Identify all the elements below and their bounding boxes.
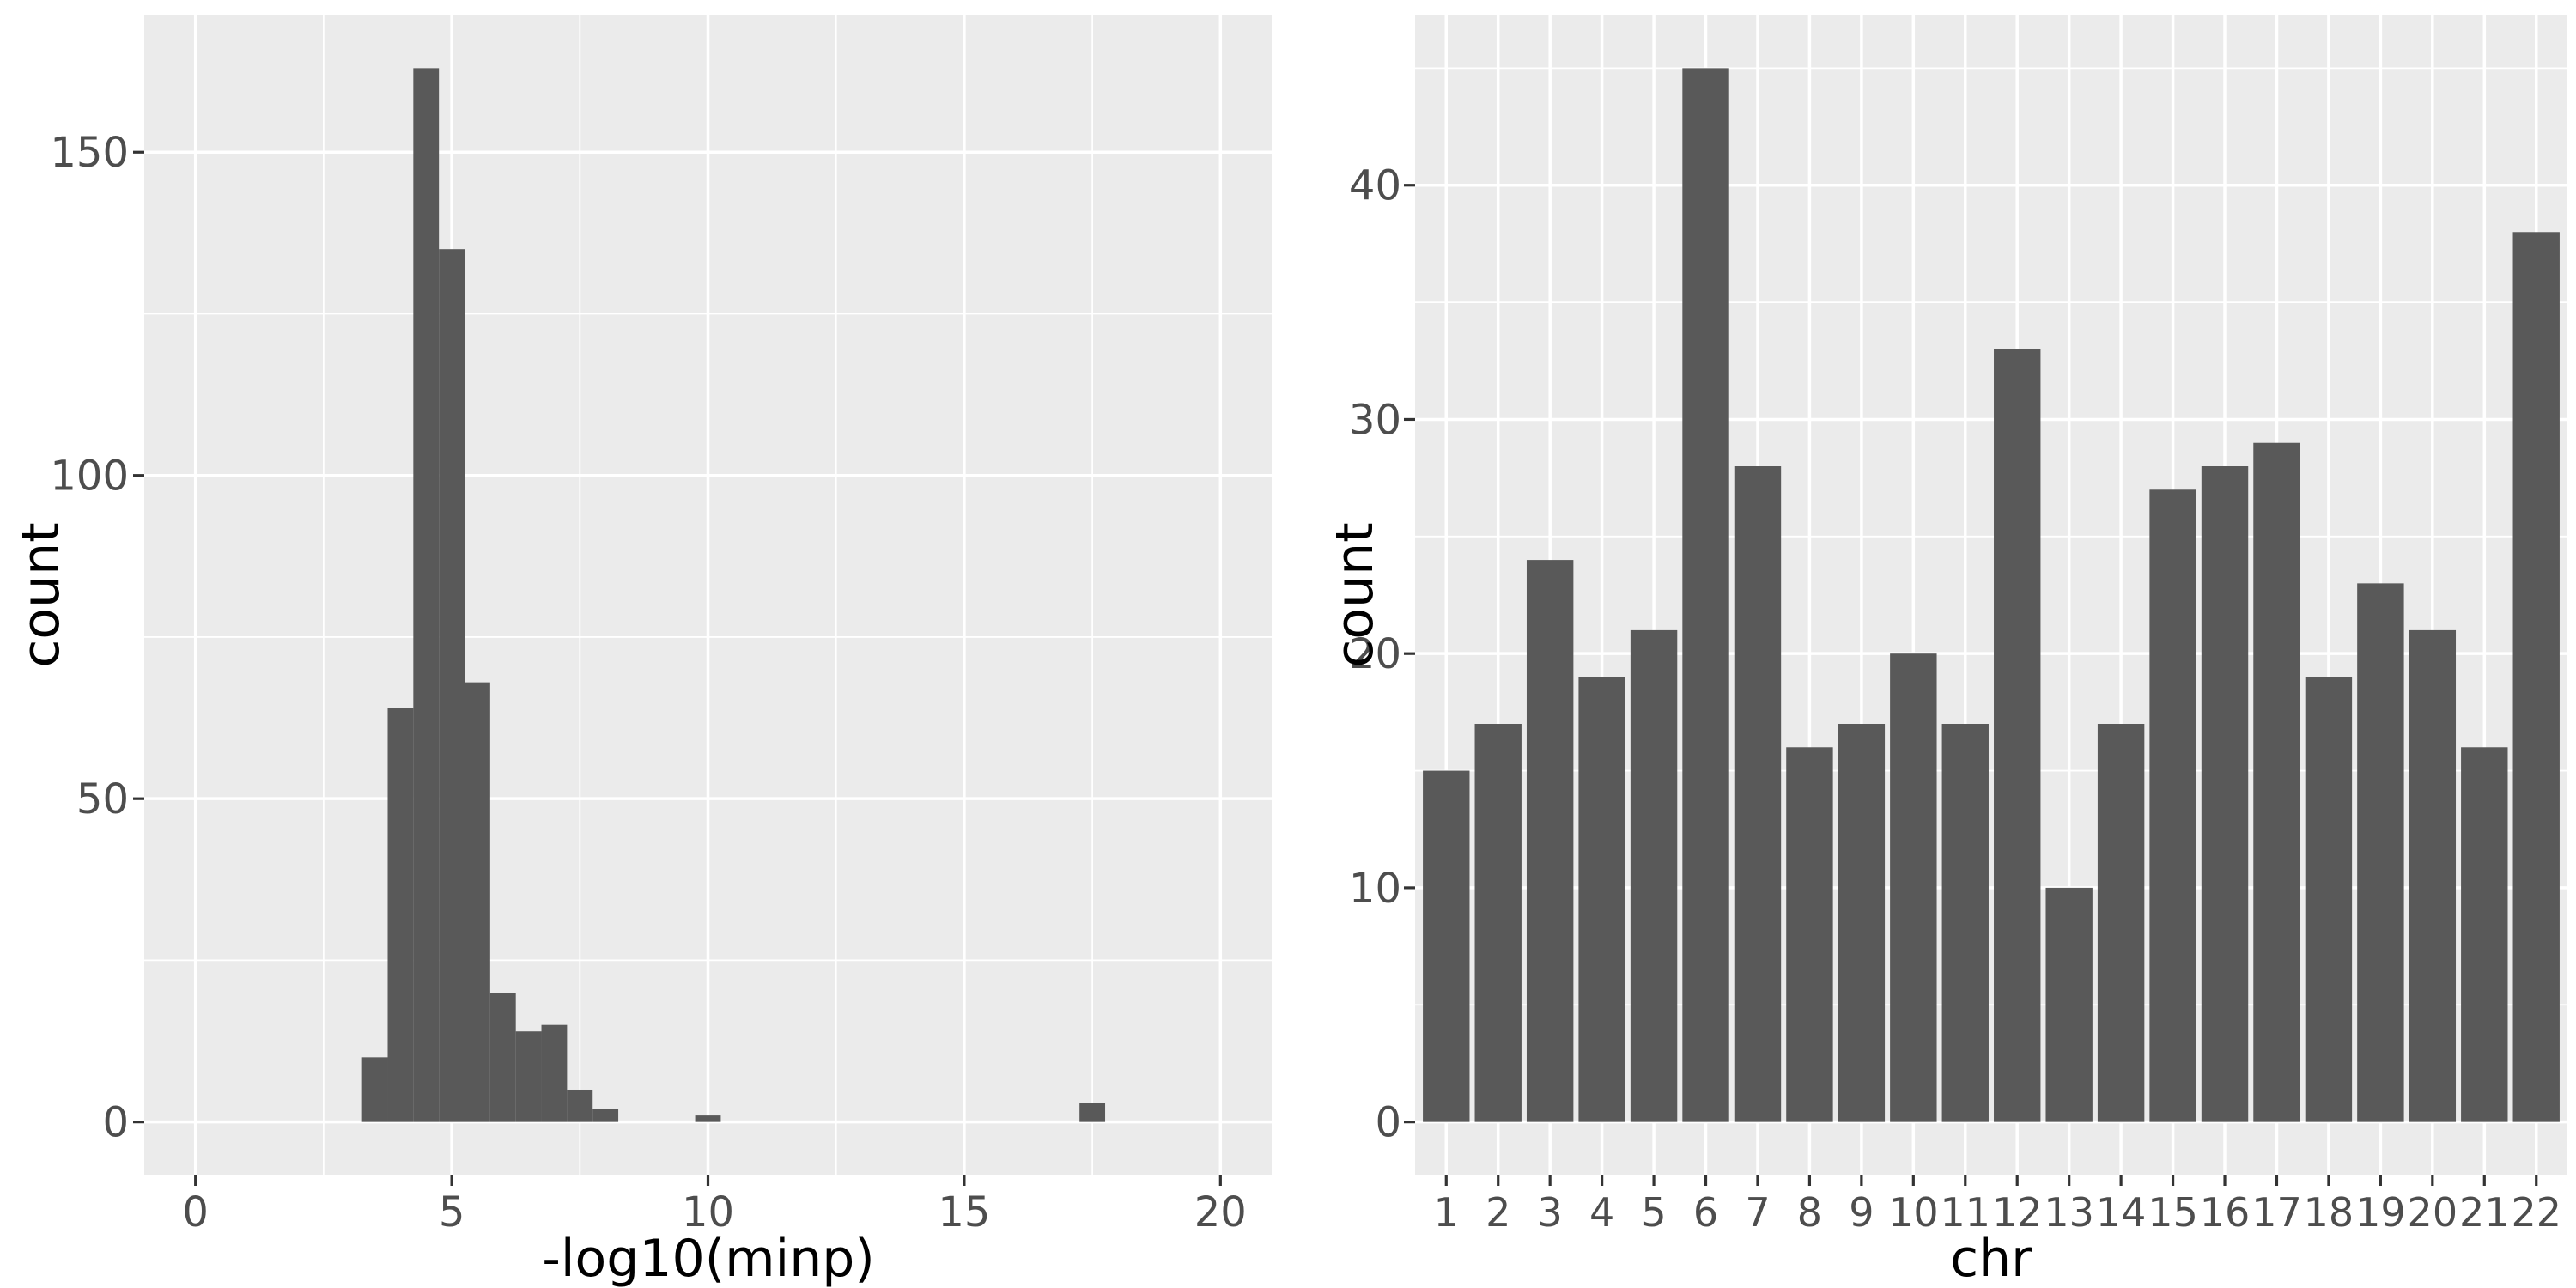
histogram-panel-group: 0 5 10 15 20 0 50 100 150 bbox=[50, 15, 1272, 1236]
left-y-axis-title: count bbox=[11, 522, 71, 667]
histogram-bar bbox=[489, 993, 516, 1122]
histogram-bar bbox=[567, 1089, 593, 1122]
right-y-axis-title: count bbox=[1325, 522, 1385, 667]
chromosome-bar bbox=[1474, 724, 1522, 1122]
x-axis-tick-label: 15 bbox=[938, 1188, 990, 1236]
chromosome-bar bbox=[1890, 653, 1937, 1122]
histogram-bar bbox=[541, 1024, 568, 1122]
y-axis-tick-label: 40 bbox=[1349, 162, 1401, 210]
chromosome-bar bbox=[2149, 489, 2196, 1122]
chromosome-bar bbox=[1423, 770, 1470, 1122]
x-axis-tick-label: 3 bbox=[1538, 1189, 1563, 1236]
x-axis-tick-label: 11 bbox=[1941, 1189, 1991, 1236]
y-axis-tick-label: 100 bbox=[50, 453, 129, 501]
x-axis-tick-label: 20 bbox=[2408, 1189, 2458, 1236]
x-axis-tick-label: 5 bbox=[1641, 1189, 1666, 1236]
chromosome-bar-panel-group: 1 2 3 4 5 6 7 8 9 10 11 12 13 14 15 16 17 18 19 20 21 2201020… bbox=[1349, 15, 2567, 1236]
x-axis-tick-label: 19 bbox=[2355, 1189, 2406, 1236]
x-axis-tick-label: 16 bbox=[2200, 1189, 2251, 1236]
chromosome-bar bbox=[1838, 724, 1886, 1122]
x-axis-tick-label: 6 bbox=[1693, 1189, 1718, 1236]
histogram-bar bbox=[592, 1109, 619, 1122]
x-axis-tick-label: 17 bbox=[2251, 1189, 2302, 1236]
x-axis-tick-label: 4 bbox=[1589, 1189, 1614, 1236]
right-x-axis-title: chr bbox=[1950, 1229, 2032, 1288]
x-axis-tick-label: 1 bbox=[1434, 1189, 1459, 1236]
chromosome-bar bbox=[2201, 466, 2249, 1122]
chromosome-bar bbox=[1941, 724, 1989, 1122]
histogram-bar bbox=[413, 68, 440, 1122]
chromosome-bar bbox=[1734, 466, 1782, 1122]
x-axis-tick-label: 18 bbox=[2304, 1189, 2354, 1236]
chromosome-bar bbox=[1682, 68, 1729, 1122]
x-axis-tick-label: 5 bbox=[439, 1188, 465, 1236]
x-axis-tick-label: 13 bbox=[2044, 1189, 2094, 1236]
x-axis-tick-label: 7 bbox=[1745, 1189, 1770, 1236]
y-axis-tick-label: 150 bbox=[50, 129, 129, 177]
x-axis-tick-label: 8 bbox=[1797, 1189, 1822, 1236]
chromosome-bar bbox=[2097, 724, 2145, 1122]
chromosome-bar bbox=[1786, 747, 1833, 1122]
x-axis-tick-label: 2 bbox=[1485, 1189, 1510, 1236]
chromosome-bar bbox=[1630, 629, 1678, 1122]
histogram-bar bbox=[695, 1115, 721, 1122]
chromosome-bar bbox=[2357, 583, 2404, 1122]
histogram-bar bbox=[465, 682, 490, 1122]
y-axis-tick-label: 50 bbox=[76, 775, 129, 823]
y-axis-tick-label: 30 bbox=[1349, 396, 1401, 444]
left-x-axis-title: -log10(minp) bbox=[542, 1229, 875, 1288]
histogram-bar bbox=[439, 249, 465, 1122]
chromosome-bar bbox=[2253, 442, 2300, 1122]
x-axis-tick-label: 9 bbox=[1849, 1189, 1874, 1236]
y-axis-tick-label: 0 bbox=[102, 1099, 129, 1147]
x-axis-tick-label: 22 bbox=[2511, 1189, 2561, 1236]
y-axis-tick-label: 10 bbox=[1349, 865, 1401, 913]
x-axis-tick-label: 10 bbox=[1888, 1189, 1939, 1236]
histogram-bar bbox=[1079, 1103, 1106, 1122]
y-axis-tick-label: 20 bbox=[1349, 630, 1401, 678]
chromosome-bar bbox=[1526, 560, 1574, 1122]
x-axis-tick-label: 14 bbox=[2096, 1189, 2147, 1236]
x-axis-tick-label: 0 bbox=[182, 1188, 209, 1236]
x-axis-tick-label: 10 bbox=[682, 1188, 734, 1236]
chromosome-bar bbox=[2045, 887, 2093, 1122]
x-axis-tick-label: 15 bbox=[2148, 1189, 2198, 1236]
chromosome-bar bbox=[1578, 677, 1625, 1122]
histogram-bar bbox=[361, 1057, 388, 1122]
chromosome-bar bbox=[2512, 232, 2560, 1122]
x-axis-tick-label: 12 bbox=[1992, 1189, 2043, 1236]
x-axis-tick-label: 21 bbox=[2459, 1189, 2510, 1236]
chromosome-bar bbox=[2305, 677, 2353, 1122]
chromosome-bar bbox=[2409, 629, 2457, 1122]
histogram-bar bbox=[387, 708, 414, 1122]
chromosome-bar bbox=[2461, 747, 2508, 1122]
y-axis-tick-label: 0 bbox=[1375, 1099, 1401, 1147]
chromosome-bar bbox=[1994, 349, 2041, 1122]
x-axis-tick-label: 20 bbox=[1194, 1188, 1247, 1236]
histogram-bar bbox=[515, 1031, 542, 1122]
